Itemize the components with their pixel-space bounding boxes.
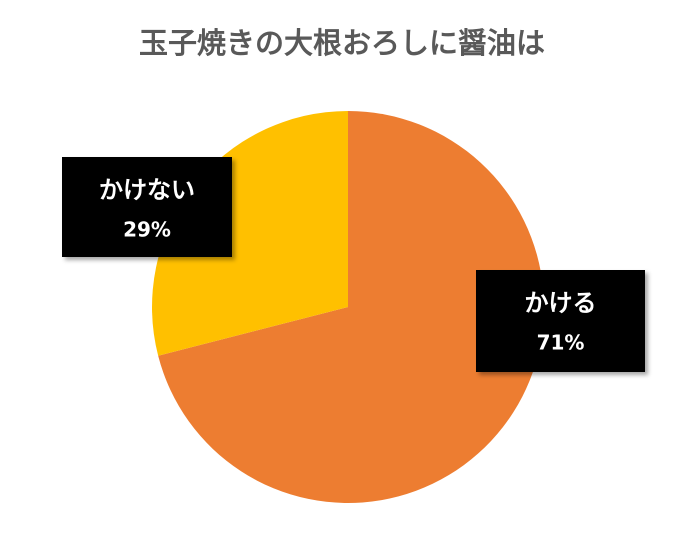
label-value: 29%	[123, 218, 171, 242]
label-value: 71%	[537, 331, 585, 355]
chart-title: 玉子焼きの大根おろしに醤油は	[139, 26, 545, 60]
label-box	[62, 157, 232, 257]
data-label: かけない 29%	[62, 157, 232, 257]
label-box	[476, 270, 645, 372]
label-category: かける	[525, 289, 597, 317]
pie-slice	[152, 111, 348, 356]
data-label: かける 71%	[476, 270, 645, 372]
pie-slice	[158, 111, 545, 503]
label-category: かけない	[99, 176, 195, 204]
